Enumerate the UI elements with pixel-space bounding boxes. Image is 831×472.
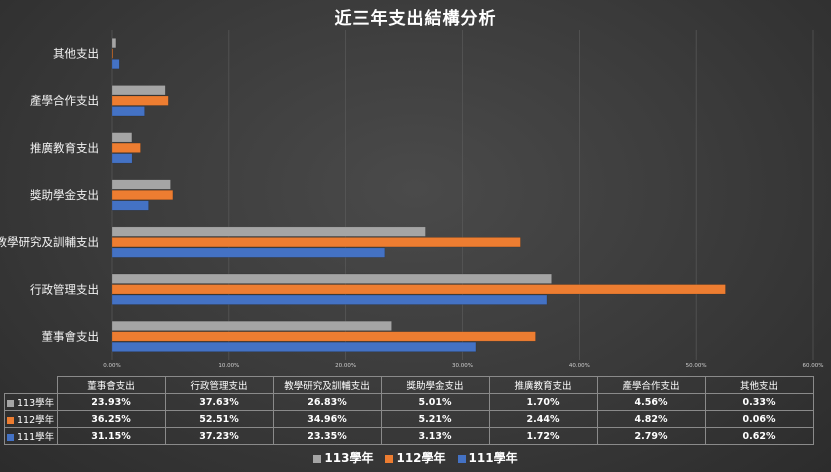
bar-3-3 <box>111 247 386 258</box>
table-row-header: 112學年 <box>4 410 58 428</box>
x-tick-label: 40.00% <box>569 363 590 369</box>
chart-title: 近三年支出結構分析 <box>334 9 497 29</box>
table-cell: 34.96% <box>272 410 382 428</box>
table-cell: 36.25% <box>56 410 166 428</box>
series-swatch <box>7 434 14 441</box>
table-cell: 0.06% <box>704 410 814 428</box>
bar-2-2 <box>111 284 726 295</box>
x-tick-label: 30.00% <box>452 363 473 369</box>
series-name: 111學年 <box>17 432 55 443</box>
legend-swatch <box>313 454 322 463</box>
bar-1-4 <box>111 179 171 190</box>
table-row-header: 113學年 <box>4 393 58 411</box>
table-cell: 3.13% <box>380 427 490 445</box>
legend-swatch <box>385 454 394 463</box>
data-table: 董事會支出 行政管理支出 教學研究及訓輔支出 獎助學金支出 推廣教育支出 產學合作支出 其他… <box>4 376 814 445</box>
bar-3-2 <box>111 294 548 305</box>
x-tick-label: 60.00% <box>803 363 824 369</box>
table-cell: 26.83% <box>272 393 382 411</box>
table-header-row: 董事會支出 行政管理支出 教學研究及訓輔支出 獎助學金支出 推廣教育支出 產學合作支出 其他… <box>5 376 814 394</box>
table-column-header: 其他支出 <box>704 376 814 394</box>
x-tick-label: 20.00% <box>335 363 356 369</box>
table-cell: 2.44% <box>488 410 598 428</box>
bar-3-6 <box>111 106 145 117</box>
table-cell: 1.70% <box>488 393 598 411</box>
grid-lines <box>111 30 814 360</box>
table-cell: 37.63% <box>164 393 274 411</box>
table-cell: 2.79% <box>596 427 706 445</box>
x-tick-labels: 0.00% 10.00% 20.00% 30.00% 40.00% 50.00% 60.00… <box>103 363 823 369</box>
bar-1-1 <box>111 320 392 331</box>
table-column-header: 推廣教育支出 <box>488 376 598 394</box>
bar-2-5 <box>111 142 141 153</box>
category-label: 行政管理支出 <box>30 282 99 296</box>
table-cell: 52.51% <box>164 410 274 428</box>
bar-1-6 <box>111 85 166 96</box>
bar-3-4 <box>111 200 149 211</box>
table-cell: 5.01% <box>380 393 490 411</box>
category-label: 教學研究及訓輔支出 <box>0 235 99 249</box>
bar-2-7 <box>111 48 114 59</box>
table-column-header: 教學研究及訓輔支出 <box>272 376 382 394</box>
table-cell: 0.33% <box>704 393 814 411</box>
table-cell: 5.21% <box>380 410 490 428</box>
legend-item: 113學年 <box>313 449 373 466</box>
table-cell: 0.62% <box>704 427 814 445</box>
category-label: 推廣教育支出 <box>30 141 99 155</box>
table-row-header: 111學年 <box>4 427 58 445</box>
chart-legend: 113學年 112學年 111學年 <box>0 449 831 466</box>
table-corner <box>5 377 58 394</box>
series-name: 112學年 <box>17 415 55 426</box>
table-row: 112學年 36.25% 52.51% 34.96% 5.21% 2.44% 4.82% 0.… <box>4 410 814 428</box>
table-cell: 1.72% <box>488 427 598 445</box>
table-column-header: 產學合作支出 <box>596 376 706 394</box>
table-cell: 4.82% <box>596 410 706 428</box>
bar-1-2 <box>111 273 552 284</box>
bar-1-7 <box>111 38 117 49</box>
table-cell: 23.35% <box>272 427 382 445</box>
bar-2-3 <box>111 237 521 248</box>
x-tick-label: 0.00% <box>103 363 120 369</box>
bar-3-5 <box>111 153 133 164</box>
legend-item: 112學年 <box>385 449 446 466</box>
legend-label: 113學年 <box>324 451 374 465</box>
series-name: 113學年 <box>17 398 55 409</box>
series-swatch <box>7 417 14 424</box>
bar-1-3 <box>111 226 426 237</box>
table-cell: 37.23% <box>164 427 274 445</box>
table-row: 111學年 31.15% 37.23% 23.35% 3.13% 1.72% 2.79% 0.… <box>4 427 814 445</box>
category-label: 董事會支出 <box>42 329 100 343</box>
table-row: 113學年 23.93% 37.63% 26.83% 5.01% 1.70% 4.56% 0.… <box>4 393 814 411</box>
table-column-header: 董事會支出 <box>56 376 166 394</box>
bar-3-7 <box>111 59 120 70</box>
bars <box>111 38 726 352</box>
category-label: 獎助學金支出 <box>30 188 99 202</box>
legend-label: 112學年 <box>396 451 446 465</box>
bar-2-4 <box>111 190 174 200</box>
table-cell: 31.15% <box>56 427 166 445</box>
category-label: 產學合作支出 <box>30 94 99 108</box>
x-tick-label: 10.00% <box>218 363 239 369</box>
bar-1-5 <box>111 132 133 143</box>
legend-label: 111學年 <box>468 451 518 465</box>
table-column-header: 獎助學金支出 <box>380 376 490 394</box>
bar-3-1 <box>111 341 477 352</box>
table-cell: 4.56% <box>596 393 706 411</box>
x-tick-label: 50.00% <box>686 363 707 369</box>
category-label: 其他支出 <box>53 47 99 61</box>
legend-swatch <box>457 454 466 463</box>
table-column-header: 行政管理支出 <box>164 376 274 394</box>
bar-2-6 <box>111 95 169 106</box>
table-cell: 23.93% <box>56 393 166 411</box>
legend-item: 111學年 <box>457 449 518 466</box>
bar-2-1 <box>111 331 536 342</box>
series-swatch <box>7 400 14 407</box>
